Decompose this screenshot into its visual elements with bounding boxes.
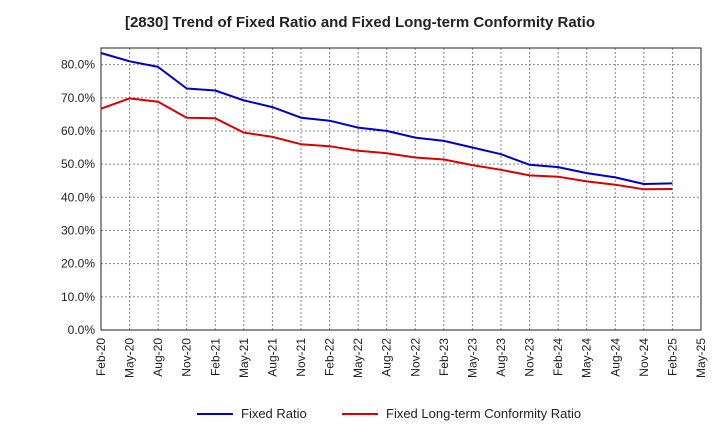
x-tick-label: May-20 xyxy=(123,338,137,378)
x-tick-label: Nov-20 xyxy=(180,338,194,377)
x-tick-label: Aug-23 xyxy=(494,338,508,377)
legend-label-1: Fixed Ratio xyxy=(241,406,307,421)
series-line-2 xyxy=(100,97,673,191)
x-tick-label: Aug-22 xyxy=(380,338,394,377)
y-tick-label: 30.0% xyxy=(61,223,95,237)
plot-frame xyxy=(100,47,702,331)
y-tick-label: 0.0% xyxy=(68,323,96,337)
x-tick-label: Aug-24 xyxy=(608,338,622,377)
x-tick-label: May-24 xyxy=(580,338,594,378)
x-tick-label: Aug-21 xyxy=(265,338,279,377)
x-tick-label: Feb-24 xyxy=(551,338,565,376)
x-tick-label: May-25 xyxy=(694,338,708,378)
x-tick-label: Feb-22 xyxy=(323,338,337,376)
x-tick-label: Feb-20 xyxy=(94,338,108,376)
x-tick-label: May-21 xyxy=(237,338,251,378)
y-tick-label: 70.0% xyxy=(61,91,95,105)
x-tick-label: May-22 xyxy=(351,338,365,378)
x-tick-label: Nov-21 xyxy=(294,338,308,377)
series-line-1 xyxy=(100,52,673,185)
x-tick-label: Aug-20 xyxy=(151,338,165,377)
y-tick-label: 50.0% xyxy=(61,157,95,171)
y-tick-label: 10.0% xyxy=(61,290,95,304)
x-tick-label: Feb-25 xyxy=(665,338,679,376)
legend-label-2: Fixed Long-term Conformity Ratio xyxy=(386,406,581,421)
x-tick-label: Nov-24 xyxy=(637,338,651,377)
x-tick-label: Feb-23 xyxy=(437,338,451,376)
chart-title: [2830] Trend of Fixed Ratio and Fixed Lo… xyxy=(124,14,596,31)
y-tick-label: 40.0% xyxy=(61,190,95,204)
x-tick-label: May-23 xyxy=(465,338,479,378)
y-tick-label: 60.0% xyxy=(61,124,95,138)
x-tick-label: Nov-23 xyxy=(523,338,537,377)
y-tick-label: 80.0% xyxy=(61,58,95,72)
x-tick-label: Nov-22 xyxy=(408,338,422,377)
y-tick-label: 20.0% xyxy=(61,257,95,271)
x-tick-label: Feb-21 xyxy=(208,338,222,376)
